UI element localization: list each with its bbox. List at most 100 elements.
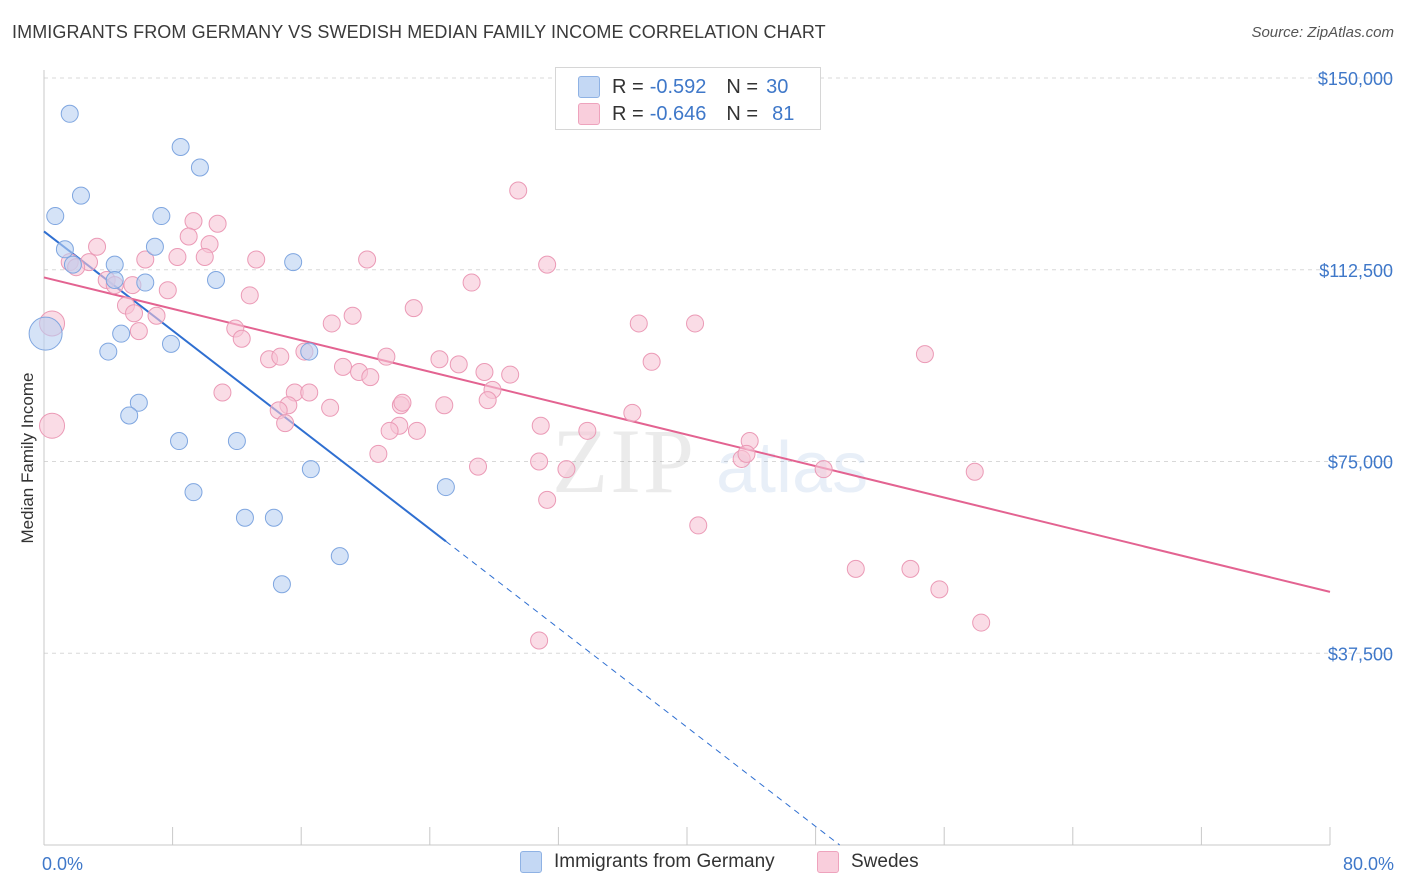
swedes-point — [147, 306, 166, 325]
germany-point — [170, 432, 189, 451]
swedes-point — [380, 421, 399, 440]
swedes-point — [276, 414, 295, 433]
swedes-point — [530, 631, 549, 650]
swedes-point — [407, 421, 426, 440]
swedes-point — [125, 304, 144, 323]
germany-point — [120, 406, 139, 425]
germany-point — [112, 324, 131, 343]
watermark-atlas: atlas — [716, 428, 868, 508]
legend-n-label: N = — [726, 75, 759, 98]
legend-row-germany: R = -0.592 N = 30 — [578, 75, 788, 99]
germany-point — [171, 138, 190, 157]
swedes-point — [623, 403, 642, 422]
germany-point — [55, 240, 74, 259]
swedes-point — [240, 286, 259, 305]
swedes-point — [469, 457, 488, 476]
swedes-point — [462, 273, 481, 292]
germany-point — [161, 334, 180, 353]
swedes-point — [213, 383, 232, 402]
swedes-point — [393, 393, 412, 412]
axes — [43, 70, 1331, 846]
swedes-point — [642, 352, 661, 371]
swedes-point — [901, 559, 920, 578]
germany-point — [272, 575, 291, 594]
germany-point — [105, 255, 124, 274]
swedes-point — [168, 247, 187, 266]
swedes-point — [404, 299, 423, 318]
swedes-point — [195, 247, 214, 266]
germany-point — [63, 255, 82, 274]
bottom-legend-swedes: Swedes — [817, 851, 919, 873]
germany-legend-swatch — [520, 851, 542, 873]
swedes-point — [343, 306, 362, 325]
swedes-point — [972, 613, 991, 632]
swedes-swatch — [578, 103, 600, 125]
bottom-legend-germany: Immigrants from Germany — [520, 851, 775, 873]
legend-r-label: R = — [612, 102, 644, 125]
germany-point — [436, 478, 455, 497]
legend-n-value: 30 — [766, 75, 789, 98]
germany-point — [330, 547, 349, 566]
swedes-point — [321, 398, 340, 417]
germany-swatch — [578, 76, 600, 98]
swedes-point — [271, 347, 290, 366]
correlation-legend: R = -0.592 N = 30 R = -0.646 N = 81 — [555, 67, 821, 130]
swedes-point — [509, 181, 528, 200]
swedes-point — [930, 580, 949, 599]
y-tick-label: $75,000 — [1328, 453, 1393, 473]
swedes-point — [538, 255, 557, 274]
swedes-point — [358, 250, 377, 269]
swedes-point — [39, 412, 66, 439]
germany-point — [129, 393, 148, 412]
germany-point — [301, 460, 320, 479]
swedes-point — [129, 322, 148, 341]
swedes-point — [965, 462, 984, 481]
swedes-point — [184, 212, 203, 231]
germany-point — [300, 342, 319, 361]
swedes-point — [538, 490, 557, 509]
swedes-point — [530, 452, 549, 471]
germany-point — [99, 342, 118, 361]
data-points — [28, 104, 991, 650]
swedes-point — [531, 416, 550, 435]
y-tick-label: $150,000 — [1318, 69, 1393, 89]
swedes-point — [578, 421, 597, 440]
swedes-point — [322, 314, 341, 333]
germany-point — [284, 253, 303, 272]
swedes-point — [232, 329, 251, 348]
axis-labels: $37,500 $75,000 $112,500 $150,000 0.0% 80.0% M… — [18, 69, 1394, 874]
swedes-point — [449, 355, 468, 374]
swedes-point — [369, 444, 388, 463]
grid-lines — [44, 77, 1394, 654]
swedes-point — [501, 365, 520, 384]
germany-point — [136, 273, 155, 292]
swedes-point — [686, 314, 705, 333]
germany-trend-extension — [445, 540, 841, 846]
x-tick-label: 80.0% — [1343, 854, 1394, 874]
germany-point — [227, 432, 246, 451]
swedes-point — [478, 391, 497, 410]
swedes-legend-label: Swedes — [851, 851, 919, 872]
germany-legend-label: Immigrants from Germany — [554, 851, 775, 872]
swedes-point — [475, 363, 494, 382]
legend-r-value: -0.646 — [649, 102, 707, 125]
swedes-point — [158, 281, 177, 300]
swedes-point — [737, 444, 756, 463]
legend-n-label: N = — [726, 102, 759, 125]
swedes-point — [333, 357, 352, 376]
germany-point — [264, 508, 283, 527]
germany-point — [190, 158, 209, 177]
germany-point — [71, 186, 90, 205]
germany-point — [105, 270, 124, 289]
germany-point — [184, 483, 203, 502]
swedes-point — [430, 350, 449, 369]
germany-point — [152, 207, 171, 226]
swedes-point — [846, 559, 865, 578]
germany-point — [207, 270, 226, 289]
y-tick-label: $112,500 — [1319, 261, 1393, 281]
germany-point — [235, 508, 254, 527]
germany-point — [46, 207, 65, 226]
swedes-point — [915, 345, 934, 364]
watermark-zip: ZIP — [552, 410, 696, 512]
